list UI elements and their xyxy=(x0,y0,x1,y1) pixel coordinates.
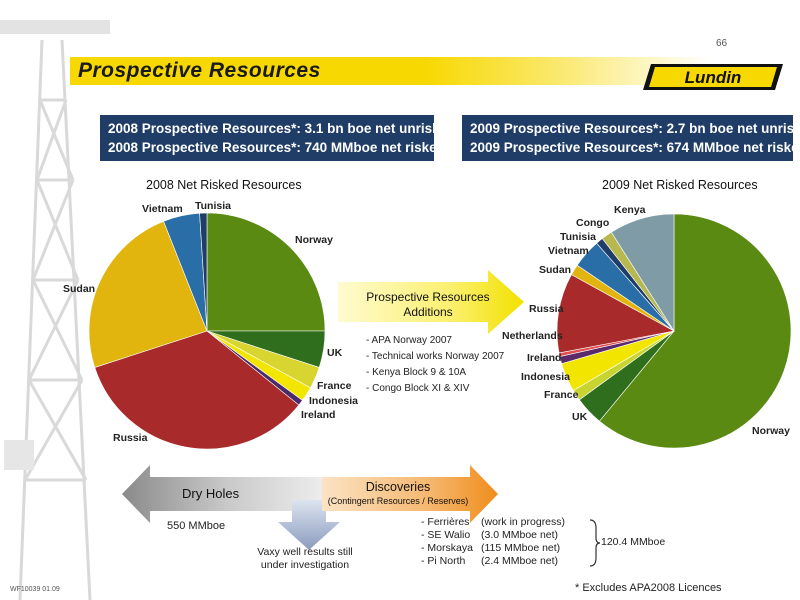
additions-item: - Technical works Norway 2007 xyxy=(366,351,505,362)
pie-2009-label-vietnam: Vietnam xyxy=(548,245,589,257)
pie-slice-kenya xyxy=(610,213,675,333)
vaxy-note: Vaxy well results still under investigat… xyxy=(240,546,370,572)
discoveries-item: - Morskaya (115 MMboe net) xyxy=(421,542,565,555)
summary-2009-risked: 2009 Prospective Resources*: 674 MMboe n… xyxy=(470,140,800,155)
pie-slice-norway xyxy=(206,212,326,332)
pie-2009-label-ireland: Ireland xyxy=(527,352,562,364)
logo-text: Lundin xyxy=(685,68,742,87)
pie-2008-label-norway: Norway xyxy=(295,234,333,246)
discoveries-item: - SE Walio (3.0 MMboe net) xyxy=(421,529,565,542)
discovery-detail: (2.4 MMboe net) xyxy=(481,555,559,567)
down-arrow-icon xyxy=(278,500,340,550)
additions-arrow: Prospective Resources Additions xyxy=(338,270,524,334)
oil-derrick-background-icon xyxy=(0,20,110,600)
pie-2009-label-netherlands: Netherlands xyxy=(502,330,563,342)
dry-holes-value: 550 MMboe xyxy=(167,520,226,532)
pie-2008-label-indonesia: Indonesia xyxy=(309,395,359,407)
pie-2008-label-tunisia: Tunisia xyxy=(195,200,231,212)
pie-slice-tunisia xyxy=(199,212,208,332)
pie-2008-label-ireland: Ireland xyxy=(301,409,336,421)
additions-item: - APA Norway 2007 xyxy=(366,335,452,346)
pie-slice-sudan xyxy=(88,220,208,368)
chart-2009-title: 2009 Net Risked Resources xyxy=(602,178,758,192)
discovery-name: - SE Walio xyxy=(421,529,471,541)
discovery-detail: (3.0 MMboe net) xyxy=(481,529,559,541)
lundin-logo: Lundin xyxy=(643,64,783,90)
additions-arrow-line2: Additions xyxy=(403,305,452,319)
discoveries-label: Discoveries xyxy=(366,480,431,494)
discovery-name: - Morskaya xyxy=(421,542,473,554)
pie-2009-label-indonesia: Indonesia xyxy=(521,371,571,383)
pie-2008-label-russia: Russia xyxy=(113,432,148,444)
brace-icon xyxy=(589,519,601,567)
additions-list: - APA Norway 2007 - Technical works Norw… xyxy=(366,333,504,397)
reference-code: WF10039 01.09 xyxy=(10,586,60,593)
pie-2009-label-uk: UK xyxy=(572,411,588,423)
page-number: 66 xyxy=(716,38,728,49)
pie-slice-russia xyxy=(94,330,300,450)
footnote: * Excludes APA2008 Licences xyxy=(575,582,722,594)
dry-holes-label: Dry Holes xyxy=(182,486,240,501)
summary-2009-unrisked: 2009 Prospective Resources*: 2.7 bn boe … xyxy=(470,121,800,136)
page-title: Prospective Resources xyxy=(78,59,321,82)
summary-2009-box: 2009 Prospective Resources*: 2.7 bn boe … xyxy=(462,115,800,161)
pie-2009-label-france: France xyxy=(544,389,579,401)
discoveries-total: 120.4 MMboe xyxy=(601,536,666,548)
discoveries-item: - Pi North (2.4 MMboe net) xyxy=(421,555,565,568)
additions-item: - Congo Block XI & XIV xyxy=(366,383,470,394)
additions-arrow-line1: Prospective Resources xyxy=(366,290,489,304)
discoveries-item: - Ferrières (work in progress) xyxy=(421,516,565,529)
pie-slice-norway xyxy=(598,213,792,449)
discoveries-arrow: Discoveries (Contingent Resources / Rese… xyxy=(322,465,498,523)
discoveries-list: - Ferrières (work in progress) - SE Walio… xyxy=(421,516,565,568)
discovery-detail: (work in progress) xyxy=(481,516,566,528)
additions-item: - Kenya Block 9 & 10A xyxy=(366,367,467,378)
pie-2008-label-vietnam: Vietnam xyxy=(142,203,183,215)
chart-2008-title: 2008 Net Risked Resources xyxy=(146,178,302,192)
pie-2009-label-russia: Russia xyxy=(529,303,564,315)
title-banner xyxy=(70,57,710,85)
pie-2008-label-sudan: Sudan xyxy=(63,283,96,295)
pie-2009-label-congo: Congo xyxy=(576,217,610,229)
pie-2009-label-tunisia: Tunisia xyxy=(560,231,596,243)
discovery-detail: (115 MMboe net) xyxy=(481,542,561,554)
summary-2008-unrisked: 2008 Prospective Resources*: 3.1 bn boe … xyxy=(108,121,456,136)
pie-2008-label-uk: UK xyxy=(327,347,343,359)
pie-2009-label-sudan: Sudan xyxy=(539,264,572,276)
discovery-name: - Pi North xyxy=(421,555,466,567)
vaxy-note-line2: under investigation xyxy=(260,559,350,571)
pie-2009-label-norway: Norway xyxy=(752,425,790,437)
summary-2008-risked: 2008 Prospective Resources*: 740 MMboe n… xyxy=(108,140,445,155)
discoveries-sub: (Contingent Resources / Reserves) xyxy=(328,496,469,506)
dry-holes-arrow: Dry Holes xyxy=(122,465,332,523)
vaxy-note-line1: Vaxy well results still xyxy=(257,546,353,558)
pie-2009-label-kenya: Kenya xyxy=(614,204,646,216)
pie-slice-russia xyxy=(556,274,675,354)
discovery-name: - Ferrières xyxy=(421,516,470,528)
summary-2008-box: 2008 Prospective Resources*: 3.1 bn boe … xyxy=(100,115,456,161)
pie-2008-label-france: France xyxy=(317,380,352,392)
